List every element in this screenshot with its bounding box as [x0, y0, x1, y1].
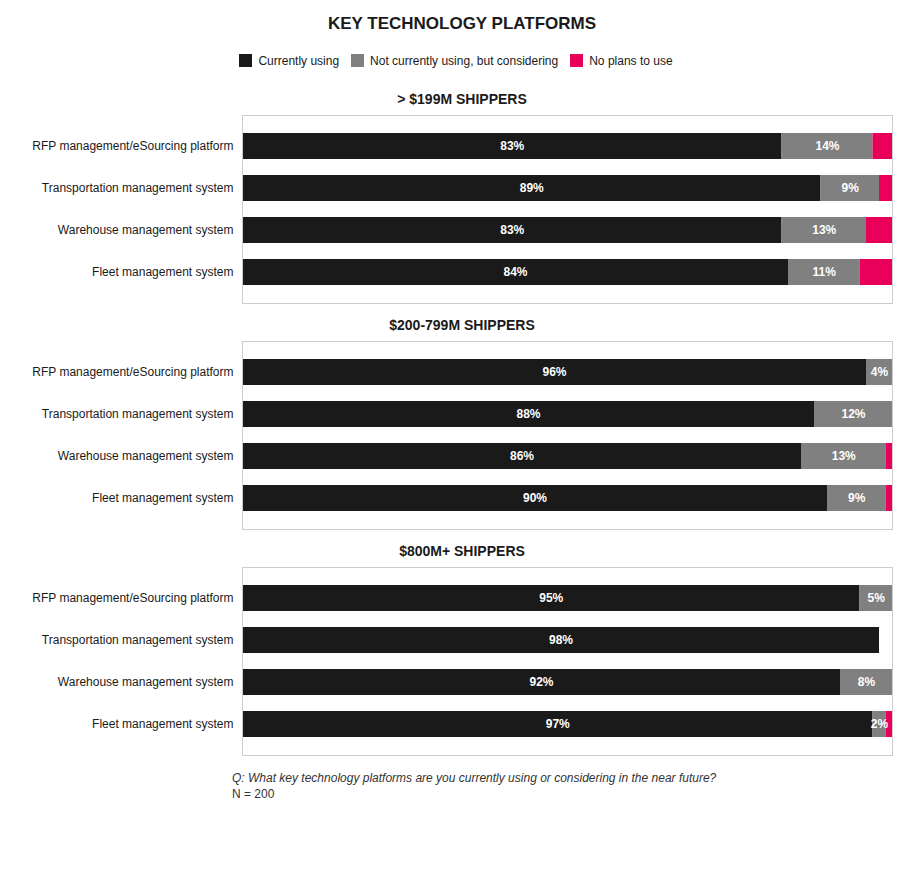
svg-text:86%: 86%	[510, 449, 534, 463]
html-text:No plans to use: No plans to use	[589, 53, 673, 68]
svg-text:88%: 88%	[516, 407, 540, 421]
svg-text:RFP management/eSourcing platf: RFP management/eSourcing platform	[32, 591, 233, 605]
html-text:$800M+ SHIPPERS: $800M+ SHIPPERS	[399, 543, 525, 559]
svg-text:Fleet management system: Fleet management system	[92, 265, 233, 279]
svg-text:5%: 5%	[868, 591, 886, 605]
svg-text:RFP management/eSourcing platf: RFP management/eSourcing platform	[32, 365, 233, 379]
svg-text:11%: 11%	[813, 265, 837, 279]
svg-text:98%: 98%	[549, 633, 573, 647]
svg-text:8%: 8%	[858, 675, 876, 689]
svg-text:Transportation management syst: Transportation management system	[42, 181, 234, 195]
svg-text:2%: 2%	[871, 717, 889, 731]
html-text:KEY TECHNOLOGY PLATFORMS: KEY TECHNOLOGY PLATFORMS	[327, 14, 597, 33]
html-text:Currently using: Currently using	[258, 53, 340, 68]
svg-text:9%: 9%	[848, 491, 866, 505]
svg-text:83%: 83%	[500, 223, 524, 237]
html-text:> $199M SHIPPERS: > $199M SHIPPERS	[397, 91, 527, 107]
svg-text:83%: 83%	[500, 139, 524, 153]
svg-text:89%: 89%	[520, 181, 544, 195]
svg-text:Fleet management system: Fleet management system	[92, 717, 233, 731]
svg-text:96%: 96%	[542, 365, 566, 379]
html-text:$200-799M SHIPPERS: $200-799M SHIPPERS	[389, 317, 535, 333]
svg-text:90%: 90%	[523, 491, 547, 505]
svg-text:84%: 84%	[503, 265, 527, 279]
svg-text:13%: 13%	[832, 449, 856, 463]
svg-text:Transportation management syst: Transportation management system	[42, 407, 234, 421]
svg-text:RFP management/eSourcing platf: RFP management/eSourcing platform	[32, 139, 233, 153]
svg-text:9%: 9%	[842, 181, 860, 195]
svg-text:Transportation management syst: Transportation management system	[42, 633, 234, 647]
svg-text:95%: 95%	[539, 591, 563, 605]
svg-text:97%: 97%	[546, 717, 570, 731]
svg-text:12%: 12%	[841, 407, 865, 421]
html-text:Q: What key technology platfor: Q: What key technology platforms are you…	[232, 771, 717, 785]
html-text:Not currently using, but consi: Not currently using, but considering	[370, 53, 559, 68]
svg-text:Warehouse management system: Warehouse management system	[58, 675, 234, 689]
svg-text:Warehouse management system: Warehouse management system	[58, 223, 234, 237]
html-text:N = 200: N = 200	[232, 787, 275, 801]
svg-text:13%: 13%	[812, 223, 836, 237]
svg-text:92%: 92%	[529, 675, 553, 689]
svg-text:4%: 4%	[871, 365, 889, 379]
svg-text:Warehouse management system: Warehouse management system	[58, 449, 234, 463]
svg-text:14%: 14%	[815, 139, 839, 153]
svg-text:Fleet management system: Fleet management system	[92, 491, 233, 505]
